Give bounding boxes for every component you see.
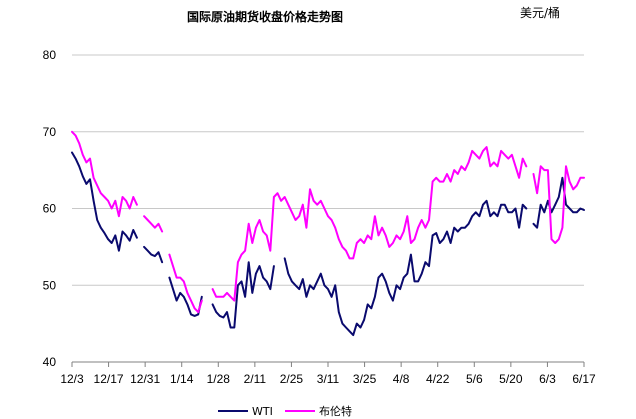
y-axis-ticks: 40 50 60 70 80 [43,48,57,369]
x-axis-ticks: 12/3 12/17 12/31 1/14 1/28 2/11 2/25 3/11 3/25 4/… [60,362,596,386]
y-tick-label: 70 [43,125,57,139]
legend-label-brent: 布伦特 [319,404,352,418]
x-tick-label: 4/22 [426,372,450,386]
x-tick-label: 1/14 [170,372,194,386]
x-tick-label: 6/3 [539,372,556,386]
grid-lines [72,54,584,286]
chart-title: 国际原油期货收盘价格走势图 [187,9,343,24]
x-tick-label: 12/17 [94,372,124,386]
y-tick-label: 60 [43,202,57,216]
x-tick-label: 4/8 [393,372,410,386]
x-tick-label: 3/25 [353,372,377,386]
x-tick-label: 5/6 [466,372,483,386]
x-tick-label: 2/11 [244,372,267,386]
x-tick-label: 12/31 [130,372,160,386]
legend: WTI 布伦特 [218,404,352,418]
unit-label: 美元/桶 [520,5,560,20]
series-line-brent [71,130,585,314]
x-tick-label: 1/28 [207,372,231,386]
legend-label-wti: WTI [252,405,273,418]
x-tick-label: 5/20 [499,372,523,386]
series-lines [71,130,585,337]
x-tick-label: 6/17 [572,372,596,386]
y-tick-label: 50 [43,278,57,292]
x-tick-label: 3/11 [317,372,340,386]
x-tick-label: 12/3 [60,372,84,386]
y-tick-label: 80 [43,48,57,62]
series-line-wti [71,151,585,337]
x-tick-label: 2/25 [280,372,304,386]
y-tick-label: 40 [43,355,57,369]
